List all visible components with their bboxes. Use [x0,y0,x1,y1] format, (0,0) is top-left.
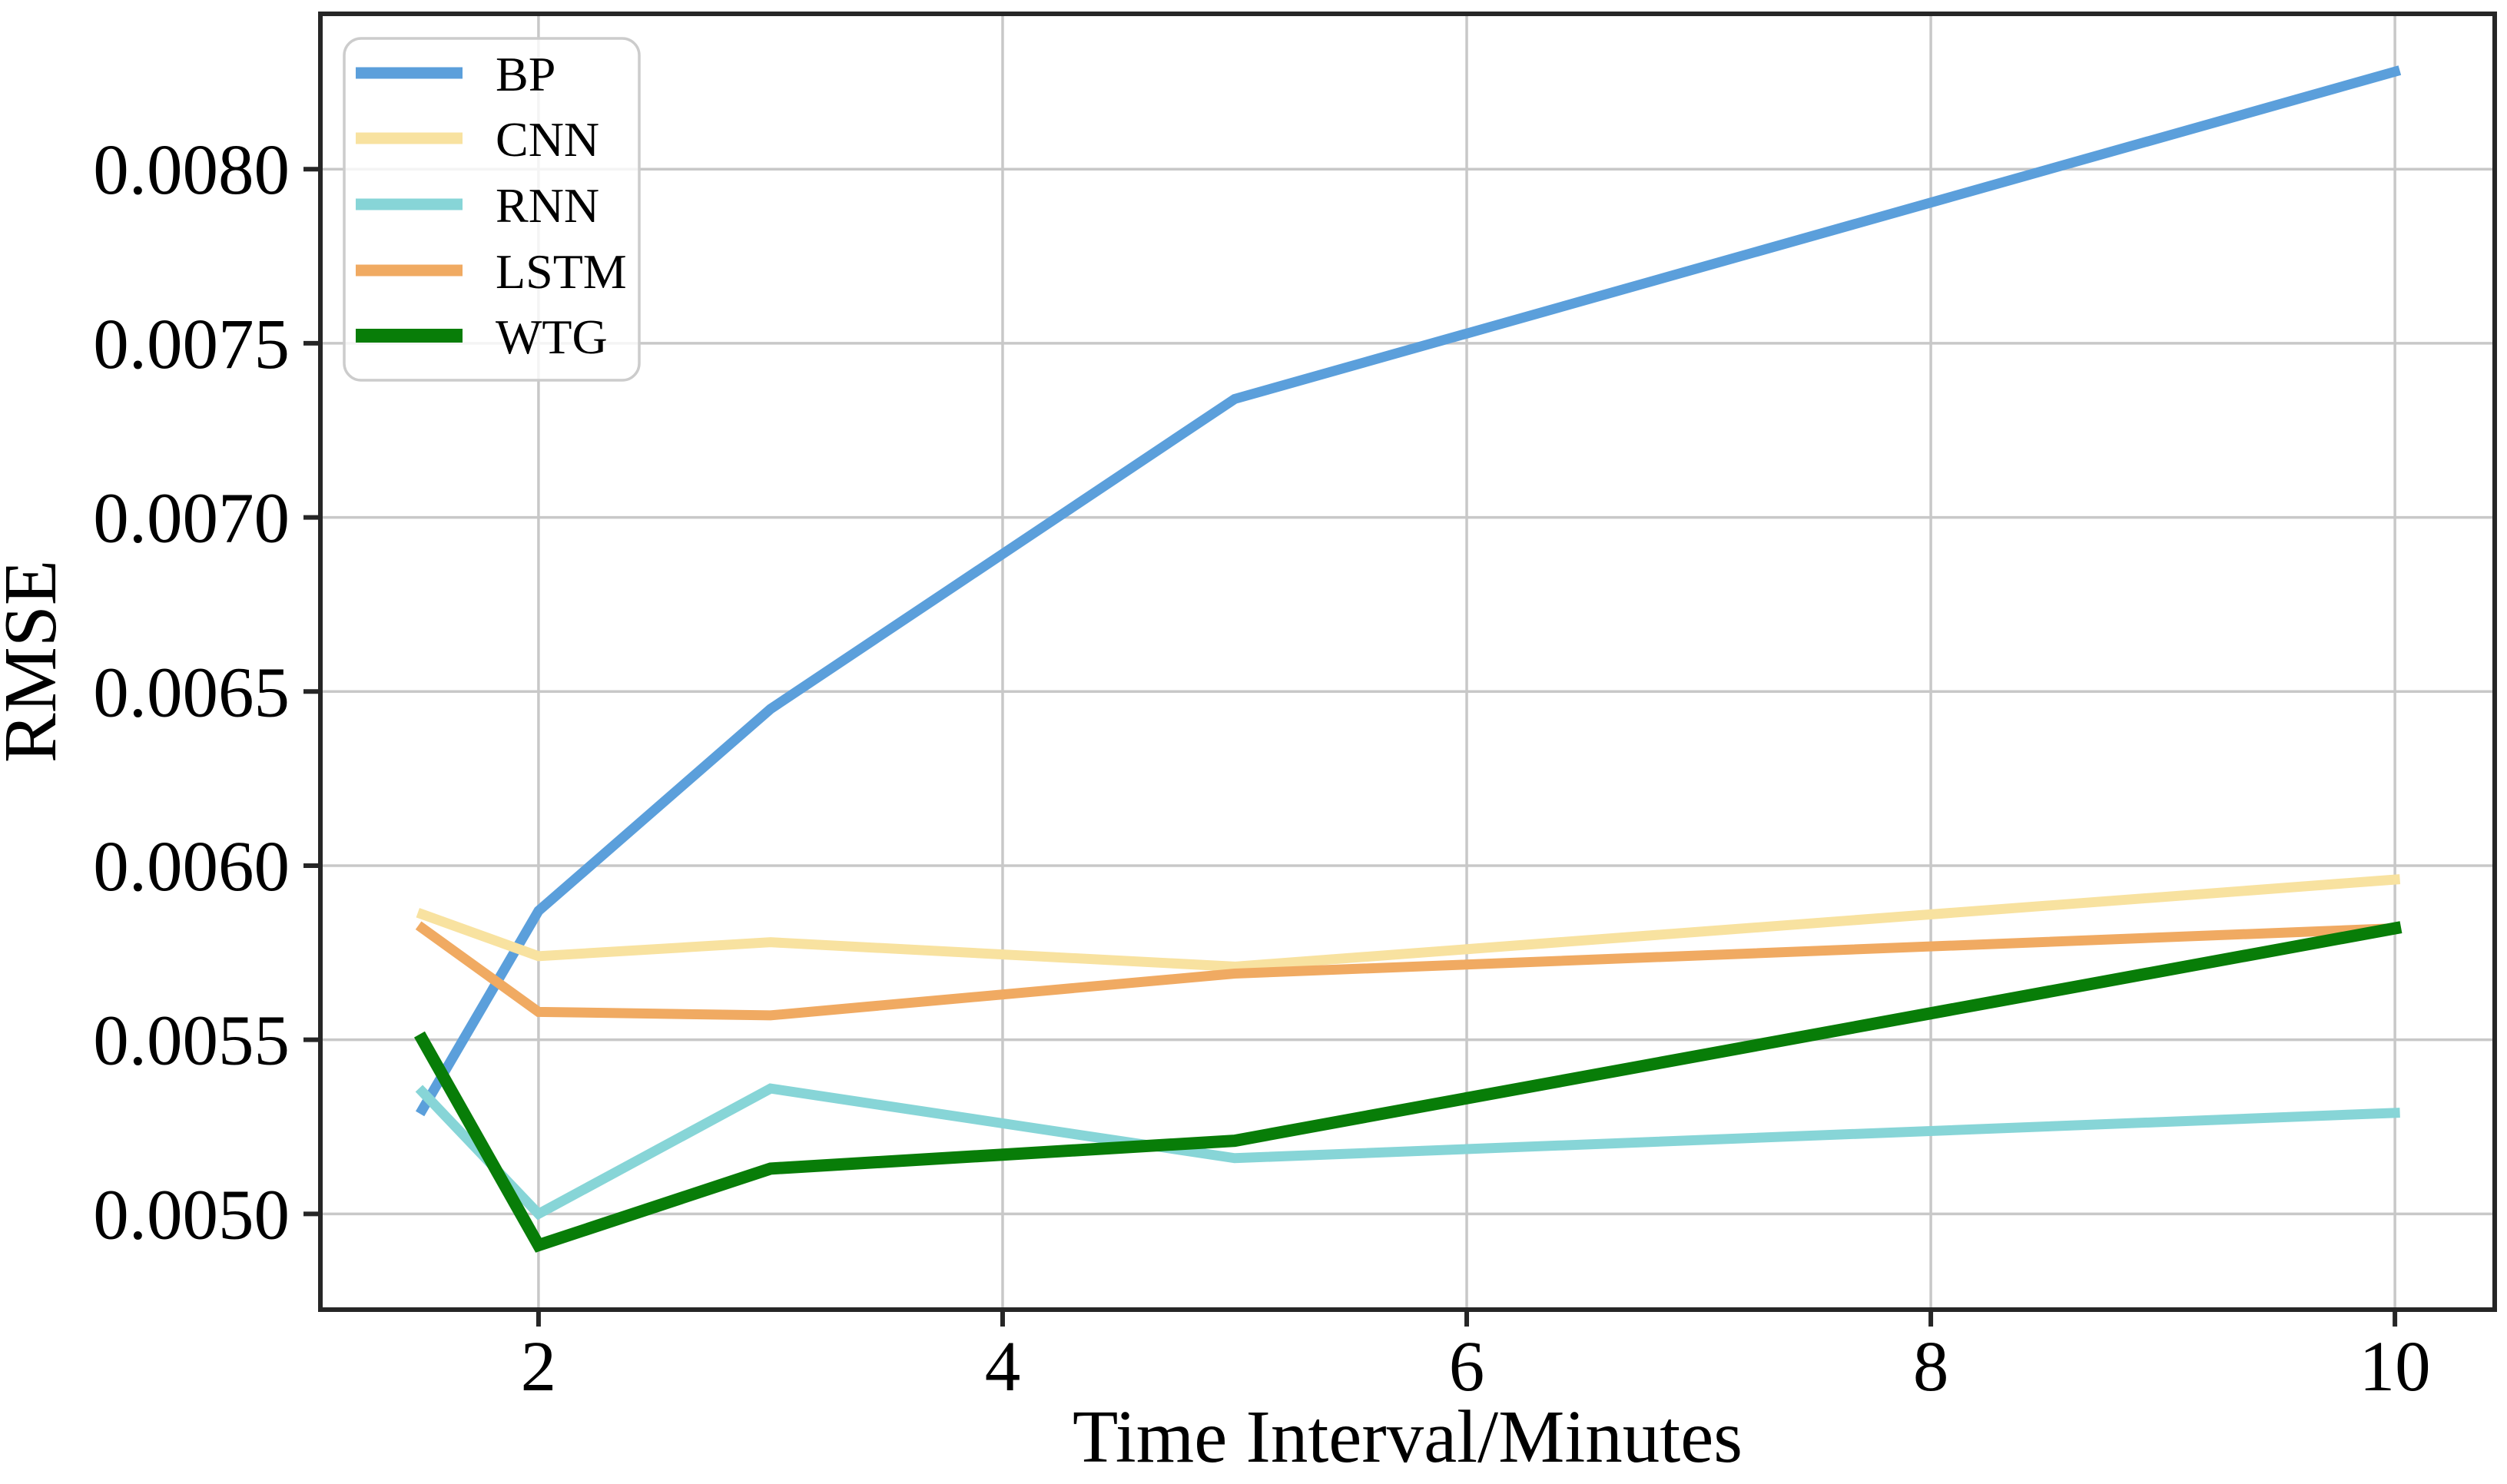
x-tick-label: 4 [985,1327,1021,1406]
x-axis-label: Time Interval/Minutes [1073,1396,1743,1478]
y-axis-label: RMSE [0,560,71,763]
legend-label-cnn: CNN [496,112,599,167]
plot-border [318,12,2497,1312]
y-tick-label: 0.0080 [93,131,290,210]
legend-label-bp: BP [496,47,555,101]
x-tick-label: 6 [1449,1327,1485,1406]
x-tick-label: 8 [1913,1327,1949,1406]
y-tick-label: 0.0060 [93,827,290,906]
tick-layer: 2 4 6 8 10 0.0050 0.0055 0.0060 0.0065 0.0070 0.00… [93,131,2430,1406]
x-tick-label: 10 [2359,1327,2431,1406]
legend: BP CNN RNN LSTM WTG [343,37,641,382]
legend-label-wtg: WTG [496,310,608,364]
series-line-lstm [415,921,2400,1021]
axes-layer [318,12,2497,1312]
y-tick-label: 0.0070 [93,479,290,558]
y-tick-label: 0.0075 [93,305,290,384]
x-tick-label: 2 [521,1327,557,1406]
series-layer [413,65,2403,1253]
y-tick-label: 0.0065 [93,653,290,732]
legend-label-lstm: LSTM [496,244,627,299]
y-tick-label: 0.0055 [93,1002,290,1081]
series-line-bp [416,65,2402,1117]
legend-label-rnn: RNN [496,178,599,233]
grid-layer [320,14,2495,1310]
y-tick-label: 0.0050 [93,1175,290,1254]
legend-box [343,37,641,382]
series-line-wtg [413,921,2403,1253]
series-line-cnn [416,874,2401,972]
